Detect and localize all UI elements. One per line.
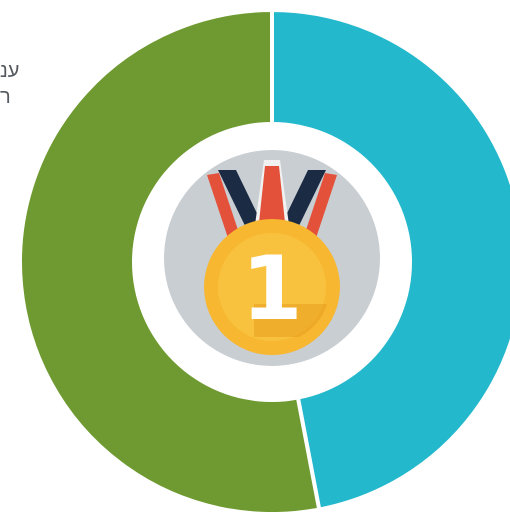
- ribbon-right-dark: [277, 170, 326, 234]
- side-text-line-1: ענ: [0, 60, 20, 82]
- side-text-line-2: ר: [0, 86, 11, 108]
- side-text: ענ ר: [0, 58, 48, 110]
- medal-number: 1: [241, 237, 302, 340]
- first-place-medal-icon: 1: [164, 150, 380, 366]
- ribbon-left-dark: [218, 170, 267, 234]
- ribbon-left-red: [207, 173, 240, 238]
- medal-coin-shadow: [254, 304, 327, 337]
- ribbon-center-red: [258, 166, 286, 232]
- ribbon-right-red: [304, 173, 337, 238]
